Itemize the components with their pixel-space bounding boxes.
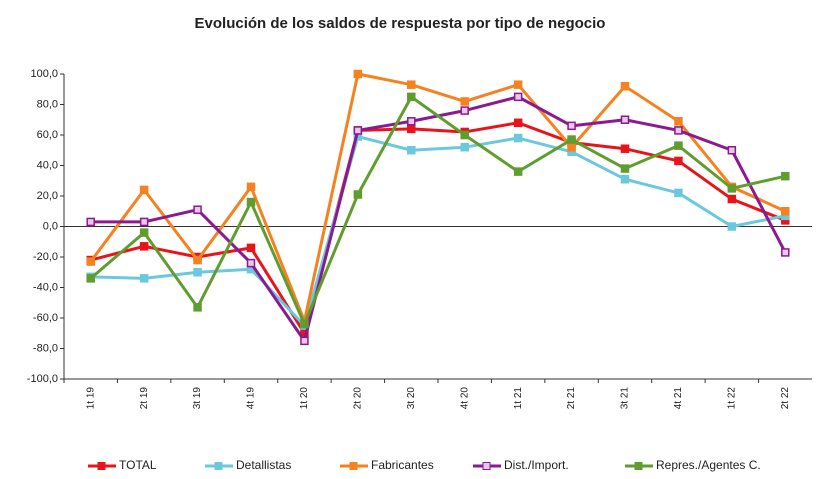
legend-marker [634, 462, 643, 470]
point-marker [674, 126, 683, 135]
point-marker [674, 141, 683, 150]
legend-marker [97, 462, 106, 470]
y-tick-label: 20,0 [37, 190, 58, 202]
x-tick-label: 4t 20 [459, 387, 470, 410]
point-marker [407, 146, 416, 155]
point-marker [460, 97, 469, 106]
point-marker [460, 142, 469, 152]
point-marker [86, 257, 95, 266]
x-tick-label: 3t 21 [620, 387, 631, 410]
point-marker [674, 117, 683, 126]
point-marker [193, 268, 202, 277]
x-tick-label: 4t 21 [673, 387, 684, 410]
point-marker [620, 144, 630, 153]
point-marker [513, 92, 523, 102]
y-tick-label: -60,0 [33, 312, 58, 324]
y-tick-label: 80,0 [37, 98, 58, 110]
legend-label: Dist./Import. [504, 458, 569, 472]
point-marker [407, 80, 416, 89]
x-tick-label: 2t 20 [352, 387, 363, 410]
x-tick-label: 3t 20 [406, 387, 417, 410]
point-marker [300, 336, 309, 346]
point-marker [407, 92, 416, 102]
series-line [89, 95, 786, 326]
x-tick-label: 1t 21 [513, 387, 524, 410]
point-marker [139, 217, 149, 227]
chart-title: Evolución de los saldos de respuesta por… [195, 15, 606, 32]
point-marker [781, 207, 790, 216]
point-marker [193, 205, 202, 214]
y-tick-label: 100,0 [30, 68, 58, 80]
y-tick-label: -20,0 [33, 251, 58, 263]
y-tick-label: 40,0 [37, 159, 58, 171]
point-marker [567, 135, 576, 144]
y-tick-label: 60,0 [37, 129, 58, 141]
point-marker [246, 182, 256, 192]
legend-label: TOTAL [119, 458, 157, 472]
series-line [89, 72, 786, 323]
point-marker [620, 174, 630, 184]
point-marker [86, 274, 95, 283]
point-marker [620, 115, 630, 124]
point-marker [353, 126, 363, 135]
point-marker [407, 117, 416, 126]
y-tick-label: -40,0 [33, 281, 58, 293]
y-tick-label: -80,0 [33, 342, 58, 354]
point-marker [620, 164, 630, 173]
y-tick-label: -100,0 [27, 373, 58, 385]
point-marker [513, 118, 523, 128]
legend-label: Detallistas [236, 458, 291, 472]
point-marker [246, 258, 256, 268]
point-marker [353, 190, 363, 199]
legend-marker [349, 462, 358, 470]
point-marker [139, 274, 149, 283]
point-marker [567, 121, 576, 131]
point-marker [727, 222, 737, 231]
point-marker [513, 80, 523, 89]
series-line [90, 121, 786, 335]
x-tick-label: 1t 22 [726, 387, 737, 410]
series-line [90, 135, 786, 328]
point-marker [86, 217, 95, 227]
point-marker [513, 167, 523, 176]
point-marker [246, 243, 256, 253]
point-marker [139, 242, 149, 251]
point-marker [407, 124, 416, 134]
point-marker [353, 69, 363, 79]
legend-marker [214, 462, 223, 470]
point-marker [300, 319, 309, 329]
point-marker [460, 106, 469, 115]
point-marker [139, 228, 149, 237]
point-marker [246, 197, 256, 207]
point-marker [674, 188, 683, 198]
point-marker [139, 185, 149, 195]
point-marker [674, 156, 683, 166]
point-marker [193, 255, 202, 265]
point-marker [620, 81, 630, 91]
legend-marker [482, 462, 491, 470]
point-marker [460, 130, 469, 140]
point-marker [781, 248, 790, 257]
x-tick-label: 4t 19 [246, 387, 257, 410]
point-marker [193, 303, 202, 312]
x-tick-label: 3t 19 [192, 387, 203, 410]
x-tick-label: 2t 22 [780, 387, 791, 410]
x-tick-label: 2t 21 [566, 387, 577, 410]
x-tick-label: 2t 19 [139, 387, 150, 410]
point-marker [727, 184, 737, 193]
point-marker [567, 142, 576, 152]
legend-label: Fabricantes [371, 458, 434, 472]
point-marker [727, 194, 737, 204]
point-marker [727, 146, 737, 155]
legend-label: Repres./Agentes C. [656, 458, 761, 472]
x-tick-label: 1t 19 [85, 387, 96, 410]
x-tick-label: 1t 20 [299, 387, 310, 410]
y-tick-label: 0,0 [43, 220, 58, 232]
point-marker [513, 133, 523, 143]
point-marker [781, 171, 790, 181]
